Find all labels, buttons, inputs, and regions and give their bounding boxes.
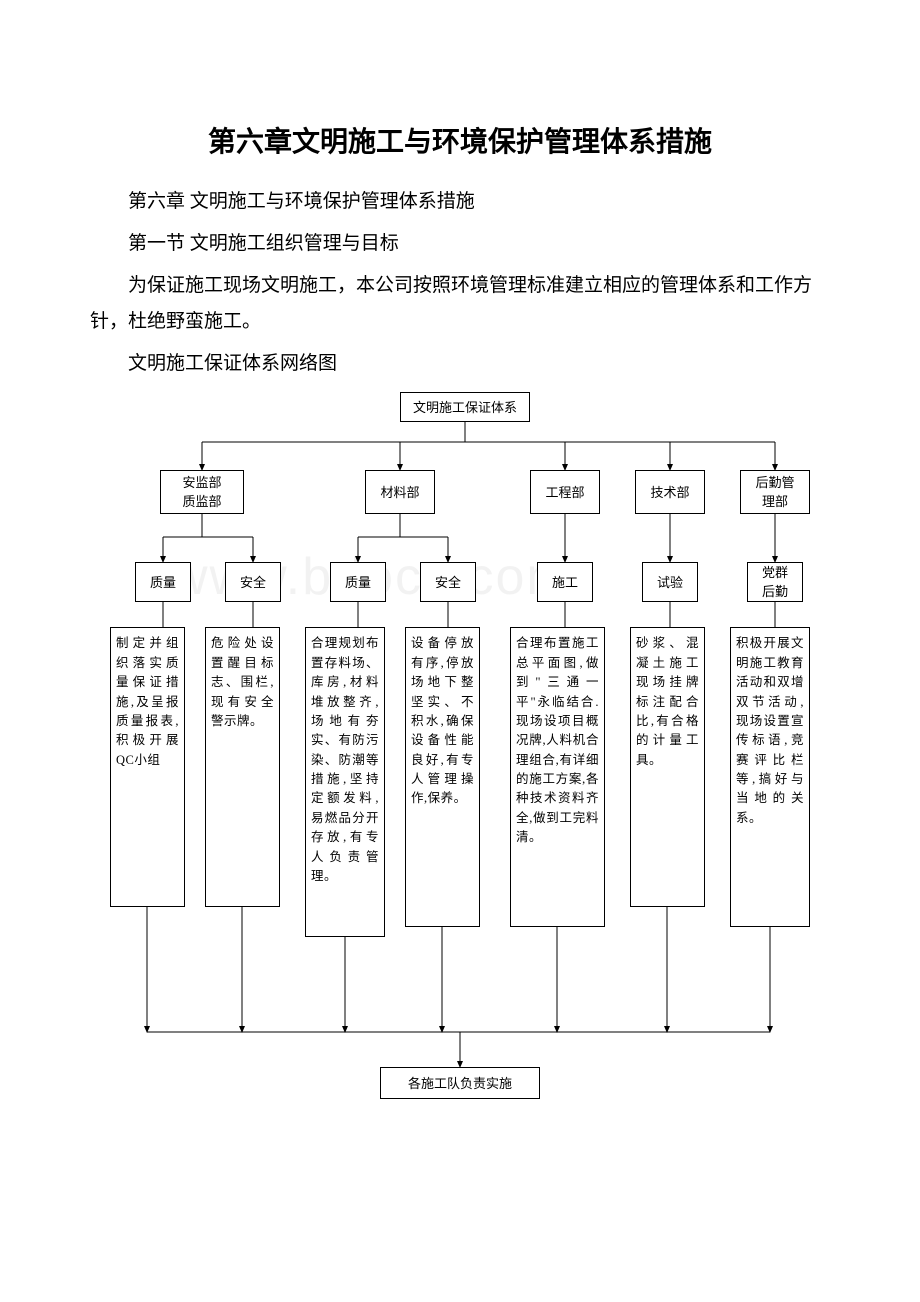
node-dep3: 工程部 — [530, 470, 600, 514]
node-s1: 质量 — [135, 562, 191, 602]
flowchart-container: www.bdocx.com 文明施工保证体系 安监部 质监部 材料部 工程部 技… — [90, 392, 830, 1152]
paragraph-2: 第一节 文明施工组织管理与目标 — [90, 226, 830, 262]
node-s3: 质量 — [330, 562, 386, 602]
node-d5: 合理布置施工总平面图,做到"三通一平"永临结合.现场设项目概况牌,人料机合理组合… — [510, 627, 605, 927]
node-s2: 安全 — [225, 562, 281, 602]
node-dep5: 后勤管 理部 — [740, 470, 810, 514]
node-dep4: 技术部 — [635, 470, 705, 514]
node-s7: 党群 后勤 — [747, 562, 803, 602]
node-d7: 积极开展文明施工教育活动和双增双节活动,现场设置宣传标语,竞赛评比栏等,搞好与当… — [730, 627, 810, 927]
node-bottom: 各施工队负责实施 — [380, 1067, 540, 1099]
node-d3: 合理规划布置存料场、库房,材料堆放整齐,场地有夯实、有防污染、防潮等措施,坚持定… — [305, 627, 385, 937]
paragraph-1: 第六章 文明施工与环境保护管理体系措施 — [90, 184, 830, 220]
node-dep2: 材料部 — [365, 470, 435, 514]
node-s5: 施工 — [537, 562, 593, 602]
paragraph-3: 为保证施工现场文明施工，本公司按照环境管理标准建立相应的管理体系和工作方针，杜绝… — [90, 268, 830, 340]
node-d1: 制定并组织落实质量保证措施,及呈报质量报表,积极开展QC小组 — [110, 627, 185, 907]
node-s4: 安全 — [420, 562, 476, 602]
node-d4: 设备停放有序,停放场地下整坚实、不积水,确保设备性能良好,有专人管理操作,保养。 — [405, 627, 480, 927]
page-title: 第六章文明施工与环境保护管理体系措施 — [90, 120, 830, 160]
node-dep1: 安监部 质监部 — [160, 470, 244, 514]
node-s6: 试验 — [642, 562, 698, 602]
node-d6: 砂浆、混凝土施工现场挂牌标注配合比,有合格的计量工具。 — [630, 627, 705, 907]
node-root: 文明施工保证体系 — [400, 392, 530, 422]
paragraph-4: 文明施工保证体系网络图 — [90, 346, 830, 382]
node-d2: 危险处设置醒目标志、围栏,现有安全警示牌。 — [205, 627, 280, 907]
